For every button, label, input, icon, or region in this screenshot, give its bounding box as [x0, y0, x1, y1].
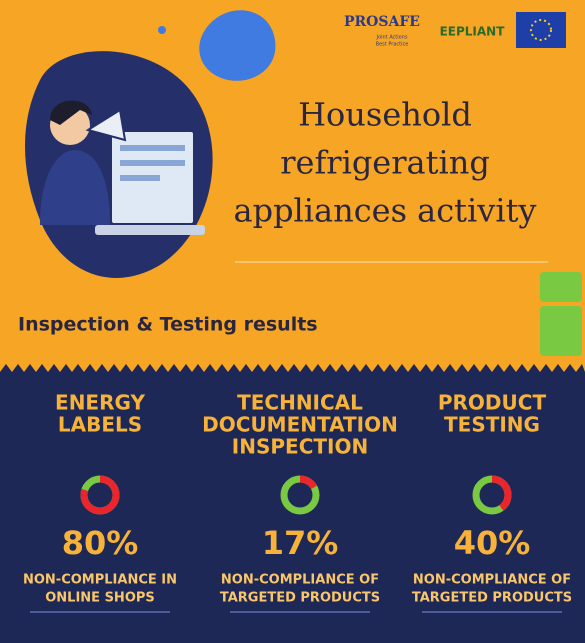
- infographic: PROSAFE Joint Actions Best Practice EEPL…: [0, 0, 585, 643]
- panel-heading: ENERGY: [55, 391, 145, 415]
- caption: NON-COMPLIANCE OF: [221, 573, 379, 588]
- panel-heading: TESTING: [444, 413, 540, 437]
- screen-line: [120, 145, 185, 151]
- caption: TARGETED PRODUCTS: [220, 591, 380, 606]
- logo-tagline: Joint Actions: [376, 35, 408, 41]
- deco: [540, 306, 582, 356]
- caption: NON-COMPLIANCE OF: [413, 573, 571, 588]
- title-line: appliances activity: [234, 192, 537, 230]
- logo-eepliant: EEPLIANT: [440, 25, 506, 39]
- percent: 40%: [454, 524, 531, 562]
- dot: [158, 26, 166, 34]
- percent: 17%: [262, 524, 339, 562]
- eu-flag: [516, 12, 566, 48]
- percent: 80%: [62, 524, 139, 562]
- caption: NON-COMPLIANCE IN: [23, 573, 177, 588]
- logo-tagline: Best Practice: [376, 42, 409, 48]
- screen-line: [120, 175, 160, 181]
- subtitle: Inspection & Testing results: [18, 314, 318, 336]
- title-line: refrigerating: [280, 144, 490, 182]
- panel-heading: INSPECTION: [232, 435, 368, 459]
- caption: TARGETED PRODUCTS: [412, 591, 572, 606]
- deco: [540, 272, 582, 302]
- caption: ONLINE SHOPS: [45, 591, 155, 606]
- panel-heading: TECHNICAL: [237, 391, 363, 415]
- panel-heading: PRODUCT: [438, 391, 547, 415]
- panel-heading: DOCUMENTATION: [202, 413, 398, 437]
- screen-line: [120, 160, 185, 166]
- laptop-base: [95, 225, 205, 235]
- panel-heading: LABELS: [58, 413, 142, 437]
- title-line: Household: [298, 96, 472, 134]
- logo-prosafe: PROSAFE: [344, 14, 420, 30]
